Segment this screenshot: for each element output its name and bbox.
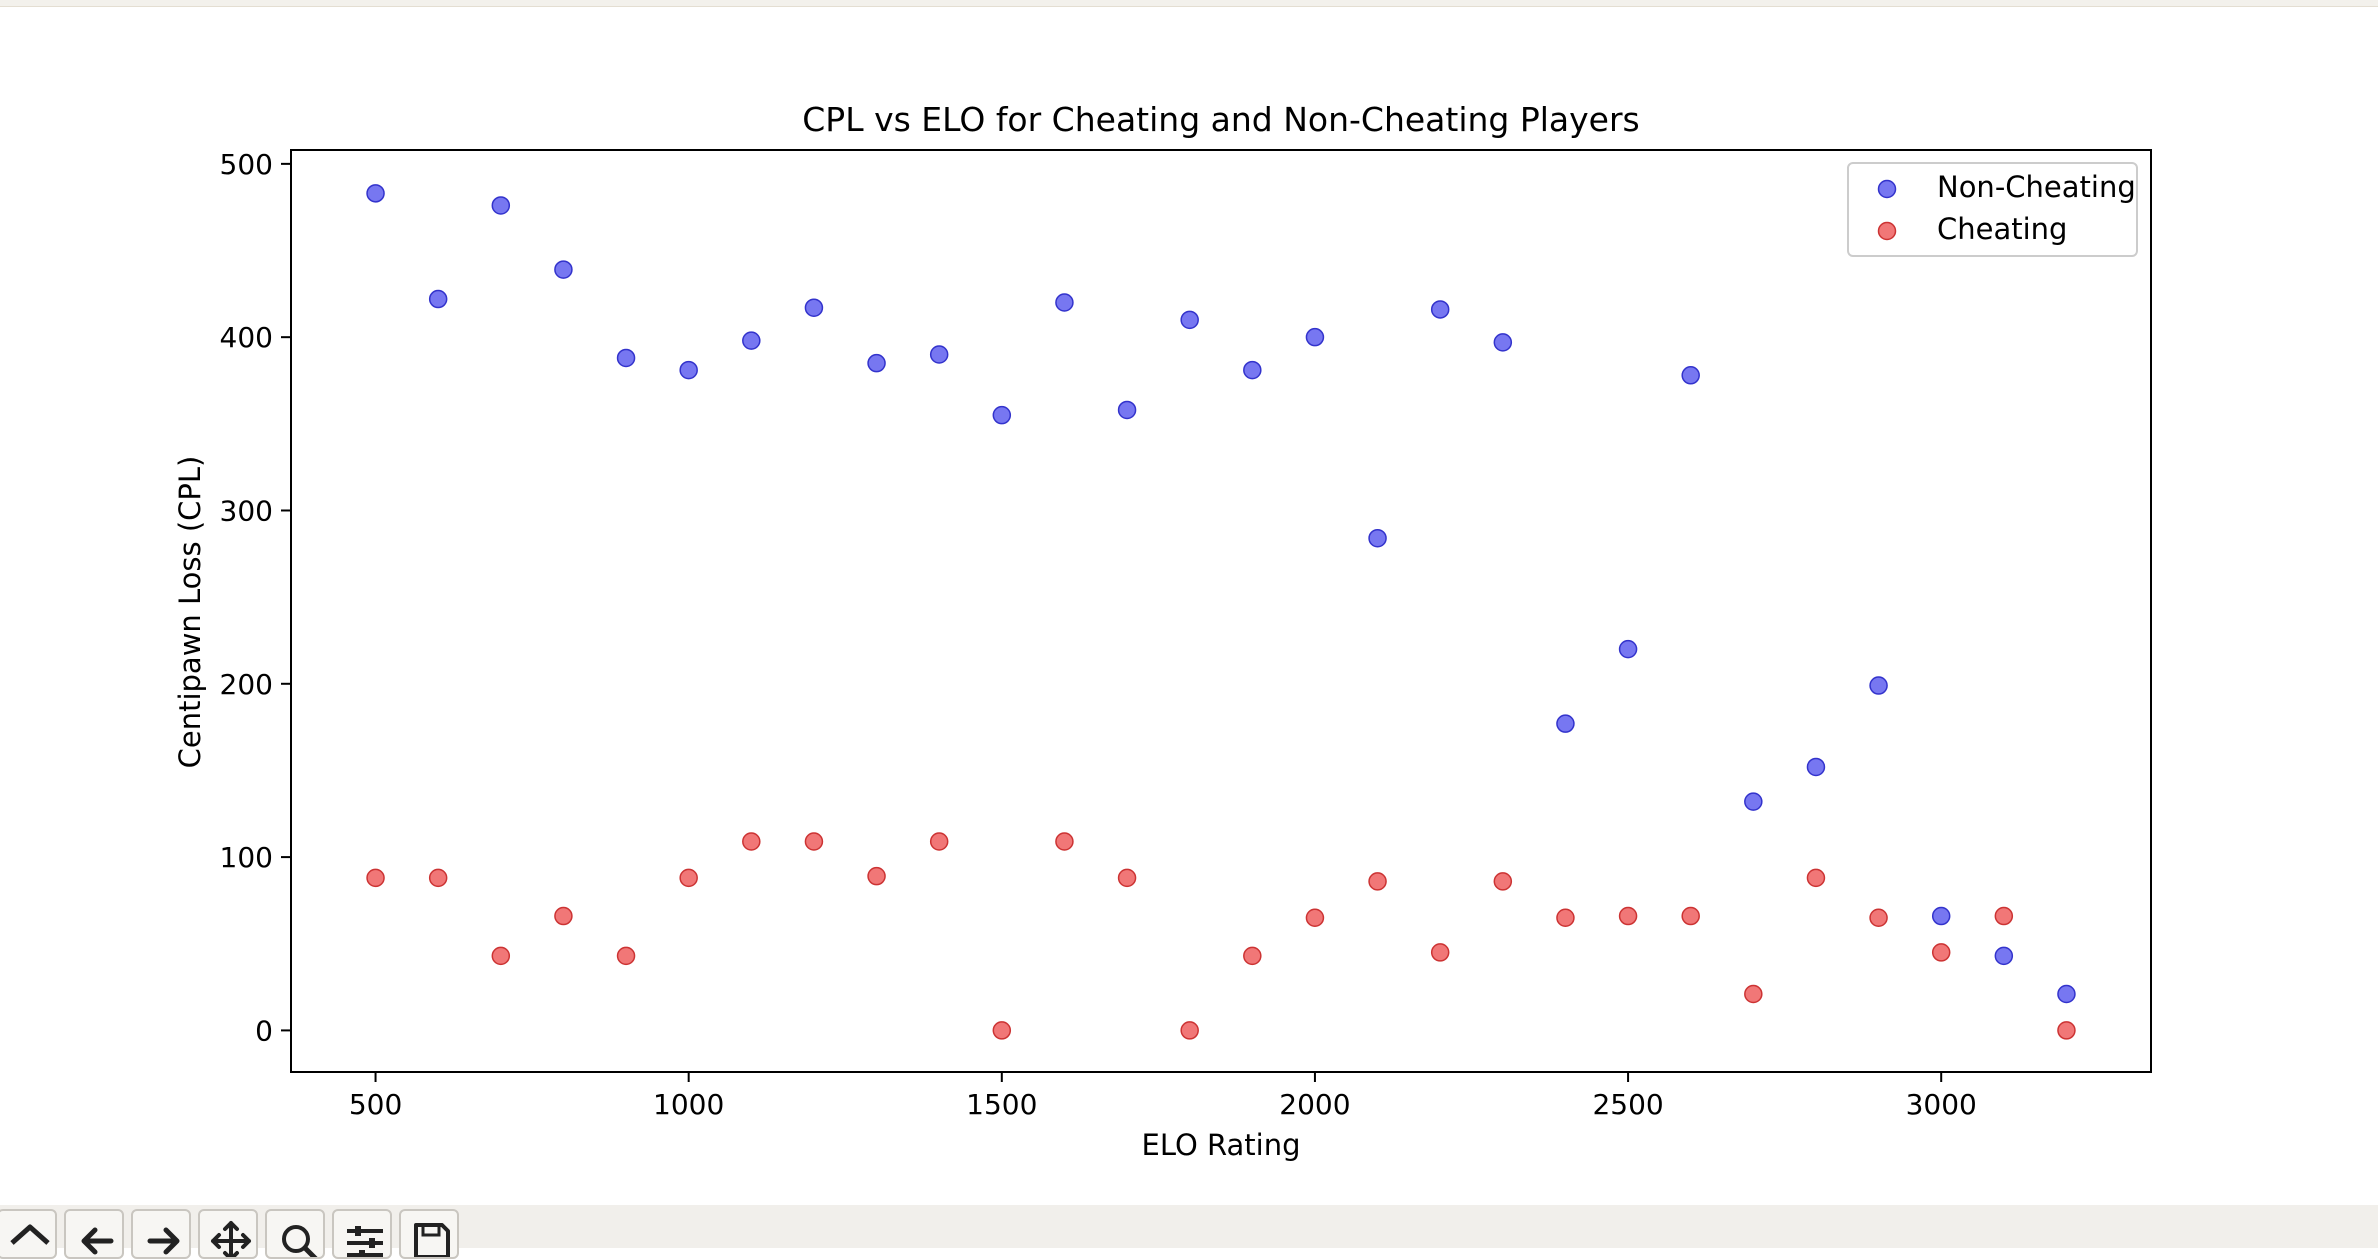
point-cheating <box>1055 832 1074 851</box>
point-non-cheating <box>1806 757 1826 777</box>
home-button[interactable] <box>0 1209 57 1259</box>
point-non-cheating <box>1994 946 2014 966</box>
y-tick-label: 200 <box>220 668 273 701</box>
point-non-cheating <box>1493 333 1513 352</box>
y-tick-label: 100 <box>220 841 273 874</box>
x-axis: 500 1000 1500 2000 2500 3000 <box>349 1072 1977 1121</box>
point-non-cheating <box>1430 300 1450 319</box>
point-cheating <box>992 1021 1012 1040</box>
point-non-cheating <box>1055 293 1074 312</box>
x-tick-label: 3000 <box>1906 1088 1977 1121</box>
point-cheating <box>1994 906 2014 926</box>
point-cheating <box>491 946 511 966</box>
point-cheating <box>1618 906 1638 926</box>
configure-subplots-icon <box>347 1226 383 1257</box>
point-cheating <box>1430 943 1450 962</box>
scatter-chart: CPL vs ELO for Cheating and Non-Cheating… <box>173 100 2152 1162</box>
legend-marker-non-cheating <box>1877 179 1897 199</box>
point-cheating <box>1556 908 1575 928</box>
pan-icon <box>211 1221 251 1257</box>
point-non-cheating <box>1243 360 1262 380</box>
point-non-cheating <box>804 298 824 317</box>
point-cheating <box>366 868 385 888</box>
point-non-cheating <box>428 289 448 309</box>
y-tick-label: 0 <box>255 1014 273 1047</box>
point-non-cheating <box>867 353 886 373</box>
y-tick-label: 400 <box>220 321 273 354</box>
point-non-cheating <box>1744 792 1763 811</box>
navigation-toolbar <box>0 1205 2378 1248</box>
point-non-cheating <box>491 196 511 215</box>
x-tick-label: 2500 <box>1592 1088 1663 1121</box>
zoom-icon <box>282 1225 318 1257</box>
x-tick-label: 1000 <box>653 1088 724 1121</box>
point-non-cheating <box>929 345 949 364</box>
chart-title: CPL vs ELO for Cheating and Non-Cheating… <box>802 100 1639 139</box>
x-tick-label: 1500 <box>966 1088 1037 1121</box>
zoom-button[interactable] <box>265 1209 325 1259</box>
legend-label-cheating: Cheating <box>1937 212 2067 246</box>
point-cheating <box>1806 868 1826 888</box>
point-cheating <box>1493 872 1513 891</box>
point-cheating <box>1931 943 1951 962</box>
point-non-cheating <box>1556 714 1575 733</box>
y-axis-label: Centipawn Loss (CPL) <box>173 456 207 769</box>
back-arrow-icon <box>81 1227 114 1255</box>
x-axis-label: ELO Rating <box>1142 1128 1301 1162</box>
point-non-cheating <box>1931 906 1951 926</box>
point-non-cheating <box>554 260 573 279</box>
point-cheating <box>1681 906 1700 926</box>
point-non-cheating <box>1368 528 1387 548</box>
point-cheating <box>1368 872 1387 891</box>
point-cheating <box>867 866 886 886</box>
y-tick-label: 300 <box>220 494 273 527</box>
point-non-cheating <box>1618 639 1638 659</box>
data-points <box>366 184 2076 1040</box>
point-non-cheating <box>1305 327 1325 347</box>
point-cheating <box>742 832 761 851</box>
configure-subplots-button[interactable] <box>332 1209 392 1259</box>
point-non-cheating <box>992 405 1012 425</box>
point-cheating <box>929 832 949 851</box>
point-non-cheating <box>1869 676 1888 695</box>
point-cheating <box>554 906 573 926</box>
window-top-strip <box>0 0 2378 7</box>
legend-frame <box>1847 162 2138 257</box>
forward-arrow-icon <box>147 1227 180 1255</box>
back-button[interactable] <box>64 1209 124 1259</box>
point-cheating <box>679 868 698 888</box>
point-non-cheating <box>1180 310 1199 330</box>
save-button[interactable] <box>399 1209 459 1259</box>
point-non-cheating <box>616 348 636 368</box>
point-cheating <box>1117 868 1137 888</box>
point-non-cheating <box>679 360 698 380</box>
plot-area <box>290 149 2152 1073</box>
point-cheating <box>1243 946 1262 966</box>
point-cheating <box>1744 984 1763 1004</box>
point-non-cheating <box>366 184 385 203</box>
legend: Non-Cheating Cheating <box>1847 162 2138 257</box>
point-cheating <box>2057 1021 2076 1040</box>
point-cheating <box>428 868 448 888</box>
point-non-cheating <box>1117 400 1137 420</box>
point-cheating <box>616 946 636 966</box>
pan-button[interactable] <box>198 1209 258 1259</box>
point-cheating <box>1869 908 1888 928</box>
save-icon <box>414 1223 450 1257</box>
forward-button[interactable] <box>131 1209 191 1259</box>
point-non-cheating <box>1681 366 1700 385</box>
point-non-cheating <box>742 331 761 350</box>
y-tick-label: 500 <box>220 148 273 181</box>
point-non-cheating <box>2057 984 2076 1004</box>
home-icon <box>10 1224 50 1245</box>
point-cheating <box>1305 908 1325 928</box>
point-cheating <box>1180 1021 1199 1040</box>
legend-marker-cheating <box>1877 221 1897 241</box>
x-tick-label: 500 <box>349 1088 402 1121</box>
x-tick-label: 2000 <box>1279 1088 1350 1121</box>
point-cheating <box>804 832 824 851</box>
y-axis: 0 100 200 300 400 500 <box>220 148 291 1047</box>
legend-label-non-cheating: Non-Cheating <box>1937 170 2136 204</box>
